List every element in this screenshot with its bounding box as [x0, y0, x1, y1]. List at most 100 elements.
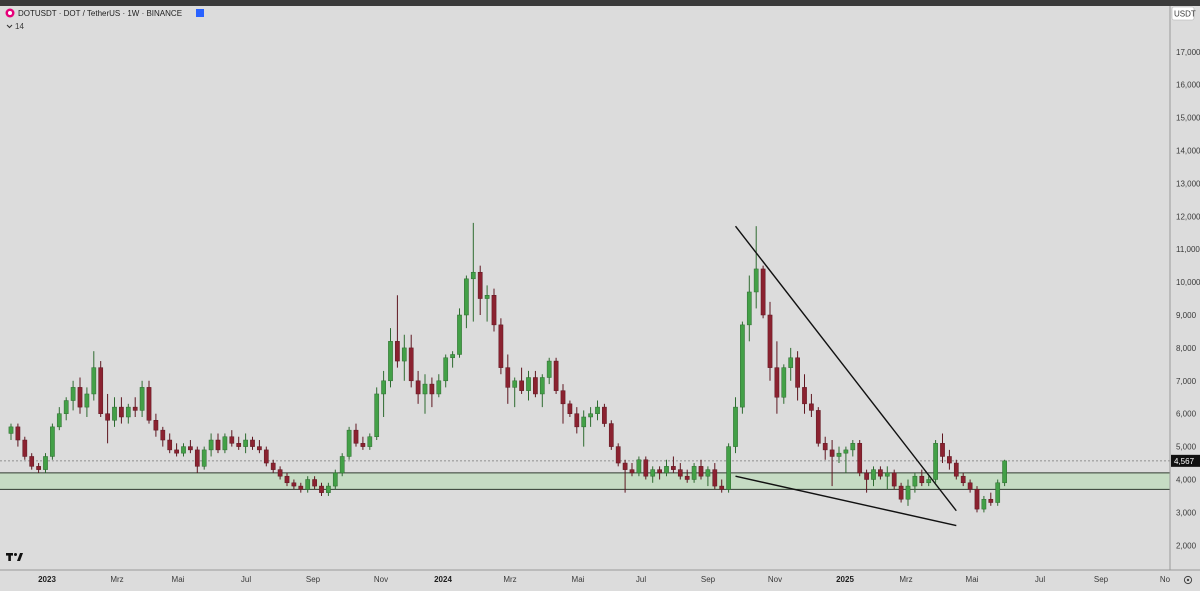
candle — [822, 436, 828, 460]
candle-body — [905, 485, 911, 500]
candle-body — [636, 459, 642, 474]
descending-support-line[interactable] — [735, 475, 957, 527]
candle — [588, 407, 593, 427]
candle-body — [650, 469, 656, 477]
candle — [98, 361, 104, 417]
blue-flag-icon[interactable] — [196, 9, 204, 17]
candle — [84, 387, 90, 417]
candle-body — [326, 485, 331, 493]
candle-body — [781, 367, 787, 398]
candle-body — [512, 380, 518, 388]
candle-body — [277, 469, 283, 477]
candle — [125, 403, 131, 424]
chevron-down-icon[interactable] — [6, 24, 13, 29]
candle — [878, 466, 883, 480]
candle-body — [188, 446, 193, 451]
time-tick-label: Sep — [1094, 575, 1109, 584]
candle-body — [657, 469, 662, 474]
symbol-title: DOTUSDT · DOT / TetherUS · 1W · BINANCE — [18, 9, 182, 18]
candle-body — [346, 429, 352, 457]
candle — [332, 469, 338, 490]
time-tick-labels: 2023 Mrz Mai Jul Sep Nov 2024 Mrz Mai Jul Sep Nov 20… — [38, 575, 1171, 584]
currency-badge[interactable] — [1171, 6, 1195, 21]
candle-body — [319, 485, 324, 493]
candle — [146, 380, 152, 424]
candle-body — [339, 456, 345, 474]
candle — [608, 420, 614, 450]
settings-gear-icon[interactable] — [1183, 575, 1193, 585]
candle-body — [174, 449, 179, 454]
candle-body — [684, 475, 690, 480]
price-scale[interactable]: USDT 17,000 16,000 15,000 14,000 13,000 12,00… — [1169, 6, 1200, 570]
candle-body — [367, 436, 373, 447]
candle-body — [802, 387, 807, 405]
candle-body — [388, 341, 393, 382]
candle — [305, 476, 311, 493]
candle-body — [898, 485, 904, 500]
candle — [574, 407, 580, 434]
candle-body — [933, 443, 938, 480]
candle-body — [436, 380, 442, 395]
candle — [15, 423, 21, 447]
candle — [629, 463, 635, 477]
candle — [464, 275, 469, 329]
candle-body — [443, 357, 449, 382]
candle — [953, 459, 959, 480]
candle — [884, 466, 890, 490]
candle-body — [940, 443, 945, 457]
candle-body — [125, 406, 131, 418]
candle — [691, 463, 697, 483]
time-tick-label: 2023 — [38, 575, 56, 584]
price-tick-label: 2,000 — [1176, 541, 1197, 550]
candle-body — [284, 475, 290, 484]
candle-body — [464, 278, 469, 316]
price-tick-label: 5,000 — [1176, 443, 1197, 452]
price-tick-label: 11,000 — [1176, 245, 1200, 254]
candle — [829, 440, 835, 487]
candle — [760, 265, 766, 319]
candle — [236, 436, 242, 450]
candle-body — [422, 383, 428, 395]
candle-body — [671, 466, 676, 470]
candle — [201, 446, 207, 470]
candle-body — [98, 367, 104, 414]
candle — [767, 301, 773, 381]
candle-body — [850, 443, 856, 451]
candle-body — [864, 472, 869, 480]
currency-badge-label: USDT — [1174, 10, 1196, 19]
candle-body — [698, 466, 704, 477]
candle — [981, 495, 987, 513]
time-tick-label: No — [1160, 575, 1171, 584]
candle-body — [457, 314, 462, 355]
candle — [222, 433, 228, 454]
price-tick-labels: 17,000 16,000 15,000 14,000 13,000 12,000 11,0… — [1176, 48, 1200, 550]
candle-body — [298, 485, 304, 490]
candle — [546, 357, 552, 385]
candle-body — [395, 341, 400, 362]
candle-body — [401, 347, 407, 362]
candle-body — [960, 475, 966, 484]
candle-body — [705, 469, 711, 477]
price-tick-label: 16,000 — [1176, 81, 1200, 90]
trend-lines-layer[interactable] — [734, 225, 957, 527]
candle-body — [29, 456, 35, 467]
price-tick-label: 4,000 — [1176, 476, 1197, 485]
descending-resistance-line[interactable] — [734, 225, 957, 512]
candle — [947, 449, 952, 470]
candle — [457, 308, 462, 358]
legend-header[interactable]: DOTUSDT · DOT / TetherUS · 1W · BINANCE … — [5, 8, 205, 32]
candle-body — [519, 380, 524, 391]
candle — [312, 476, 317, 490]
candle — [512, 377, 518, 408]
time-axis[interactable]: 2023 Mrz Mai Jul Sep Nov 2024 Mrz Mai Jul Sep Nov 20… — [0, 569, 1200, 591]
candle — [526, 370, 531, 401]
candle-body — [815, 410, 821, 444]
candle — [905, 479, 911, 506]
candle — [353, 423, 359, 447]
candle — [91, 351, 97, 401]
candle-body — [774, 367, 780, 398]
candle — [940, 433, 945, 464]
candle-body — [981, 498, 987, 510]
candle-body — [878, 469, 883, 477]
